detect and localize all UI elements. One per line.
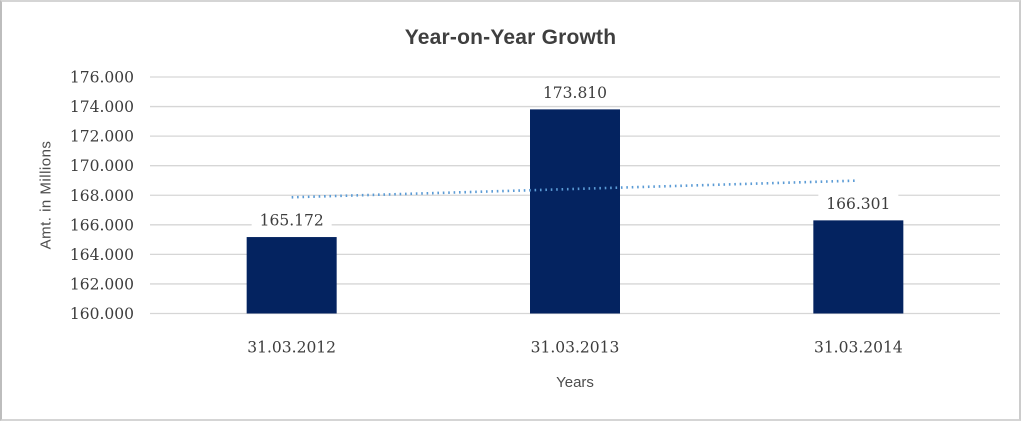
x-category-label: 31.03.2014 bbox=[814, 339, 903, 357]
bar bbox=[246, 237, 337, 314]
bar-value-label-bg bbox=[818, 193, 899, 214]
y-tick-label: 166.000 bbox=[70, 216, 134, 234]
y-tick-label: 174.000 bbox=[70, 98, 134, 116]
bar-value-label: 165.172 bbox=[260, 212, 324, 230]
y-tick-label: 160.000 bbox=[70, 305, 134, 323]
bar-value-label: 166.301 bbox=[826, 195, 890, 213]
bar-value-label-bg bbox=[535, 82, 615, 103]
chart-title: Year-on-Year Growth bbox=[404, 26, 617, 49]
y-tick-label: 170.000 bbox=[70, 157, 134, 175]
bar-value-label: 173.810 bbox=[543, 84, 607, 102]
y-tick-label: 164.000 bbox=[70, 246, 134, 264]
y-tick-label: 162.000 bbox=[70, 275, 134, 293]
y-tick-label: 168.000 bbox=[70, 187, 134, 205]
y-tick-label: 172.000 bbox=[70, 128, 134, 146]
x-category-label: 31.03.2012 bbox=[247, 339, 336, 357]
bar bbox=[813, 220, 904, 314]
y-axis-title: Amt. in Millions bbox=[37, 140, 55, 250]
bar-value-label-bg bbox=[251, 210, 332, 231]
x-category-label: 31.03.2013 bbox=[531, 339, 620, 357]
x-axis-title: Years bbox=[556, 374, 594, 391]
bar bbox=[530, 109, 620, 314]
y-tick-label: 176.000 bbox=[70, 69, 134, 87]
